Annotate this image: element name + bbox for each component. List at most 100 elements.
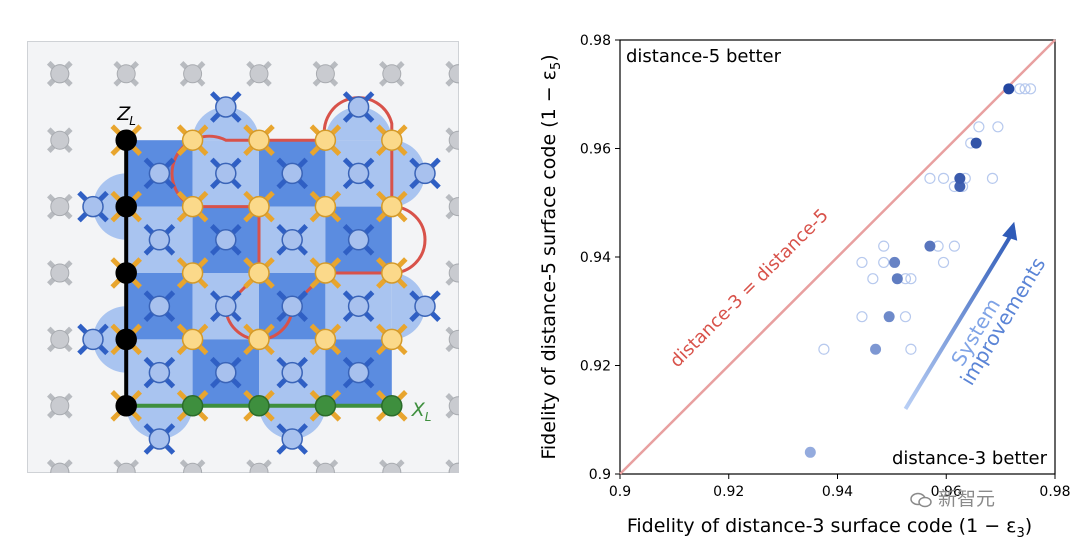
logical-x-qubit [248,395,270,417]
x-tick-label: 0.94 [822,484,853,500]
measure-qubit [414,162,436,185]
hollow-data-point [924,172,936,184]
z-logical-label: Z [116,103,131,125]
measure-qubit [215,162,237,185]
z-logical-subscript: L [129,114,136,128]
hollow-data-point [878,256,890,269]
filled-data-point [891,273,903,285]
measure-qubit [148,428,171,450]
inactive-qubit [50,396,70,416]
boundary-plaquette [93,306,127,373]
boundary-plaquette [93,173,127,240]
data-qubit [181,195,204,218]
measure-qubits [77,91,441,455]
logical-x-qubit [181,395,204,417]
measure-qubit [414,295,436,317]
logical-z-qubit [115,262,137,284]
measure-qubit [148,295,171,317]
filled-data-point [924,240,936,252]
x-axis-label: Fidelity of distance-3 surface code (1 −… [627,515,1032,541]
measure-qubit [148,361,171,384]
improvement-arrow-head [1002,221,1018,241]
inactive-qubit [50,329,70,349]
data-qubit [181,328,204,351]
data-qubit [248,129,270,151]
data-qubit [381,262,403,284]
hollow-data-point [899,311,912,323]
logical-z-qubit [115,395,137,417]
measure-qubit [148,229,171,251]
y-tick-label: 0.96 [580,142,611,158]
measure-qubit [281,162,303,185]
data-qubits [110,124,408,422]
x-logical-subscript: L [425,410,432,424]
measure-qubit [347,96,370,118]
hollow-data-point [986,172,999,184]
y-tick-label: 0.9 [589,467,611,483]
hollow-data-point [905,273,917,285]
measure-qubit [281,428,303,450]
measure-qubit [347,162,370,185]
y-tick-label: 0.94 [580,250,611,266]
measure-qubit [215,295,237,317]
inactive-qubit [50,197,70,217]
boundary-plaquette [325,106,392,141]
data-qubit [314,195,337,218]
hollow-data-point [818,343,830,355]
y-tick-label: 0.92 [580,359,611,375]
data-qubit [248,195,270,218]
x-tick-label: 0.96 [931,484,962,500]
measure-qubit [215,229,237,251]
inactive-qubit [50,64,70,84]
x-logical-label: X [411,399,426,421]
x-tick-label: 0.92 [713,484,744,500]
logical-x-qubit [314,395,337,417]
logical-z-qubit [115,129,137,151]
filled-data-point [1003,83,1015,95]
measure-qubit [281,295,303,317]
data-qubit [381,129,403,151]
x-tick-label: 0.9 [609,484,631,500]
logical-z-qubit [115,195,137,218]
watermark: 新智元 [910,484,995,511]
data-qubit [181,129,204,151]
measure-qubit [215,361,237,384]
inactive-qubit [183,64,203,84]
filled-data-point [889,256,901,268]
data-qubit [314,129,337,151]
hollow-data-point [1014,83,1026,95]
y-tick-label: 0.98 [580,33,611,49]
measure-qubit [281,361,303,384]
diagonal-line [619,39,1056,475]
hollow-data-point [856,311,868,323]
data-qubit [381,195,403,218]
improvement-arrow-shaft [903,228,1016,410]
inactive-qubit [116,64,136,84]
y-axis-label: Fidelity of distance-5 surface code (1 −… [538,54,564,459]
data-qubit [248,262,270,284]
hollow-data-point [905,343,917,355]
filled-data-point [883,311,895,323]
data-qubit [248,328,270,351]
x-tick-label: 0.98 [1039,484,1070,500]
hollow-data-point [867,273,879,285]
wechat-icon [910,492,932,507]
boundary-plaquette [126,405,193,439]
hollow-data-point [1024,83,1037,95]
data-qubit [181,262,204,284]
hollow-data-point [992,121,1004,133]
filled-data-point [970,137,982,149]
boundary-plaquette [192,106,259,141]
hollow-data-point [948,240,961,252]
filled-data-point [804,446,816,458]
hollow-data-point [937,256,950,269]
hollow-data-point [973,121,985,133]
data-qubit [314,328,337,351]
measure-qubit [215,96,237,118]
annotation-distance-5-better: distance-5 better [626,46,782,67]
hollow-data-point [937,172,950,184]
logical-x-qubit [381,395,403,417]
data-qubit [381,328,403,351]
